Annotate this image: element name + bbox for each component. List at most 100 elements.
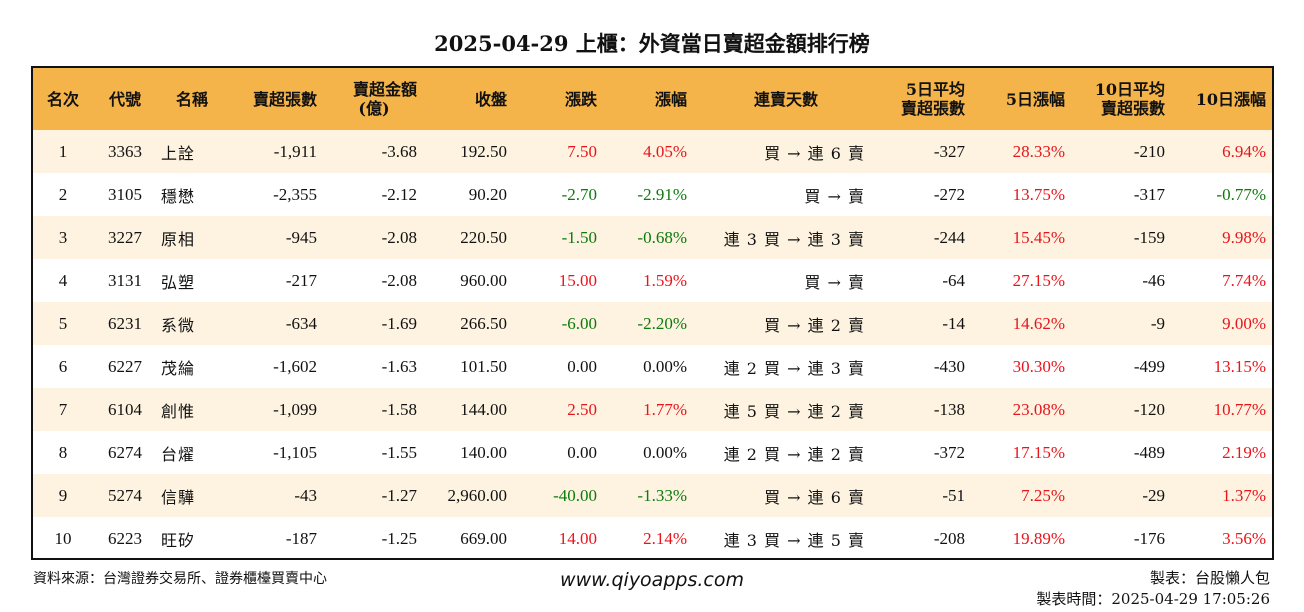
cell-avg5: -272 [933,184,965,204]
cell-sell-shares: -187 [285,528,317,548]
column-header-pct: 漲幅 [607,68,697,130]
cell-change: 0.00 [567,442,597,462]
cell-close: 266.50 [460,313,507,333]
column-header-line1: 漲幅 [654,89,687,109]
cell-sell-shares: -1,105 [273,442,317,462]
cell-sell-amount: -1.58 [381,399,417,419]
cell-code: 3227 [108,227,142,247]
made-time-label: 製表時間：2025-04-29 17:05:26 [1036,590,1270,608]
cell-rank: 8 [58,442,68,462]
cell-change: -40.00 [553,485,597,505]
cell-pct: -0.68% [637,227,687,247]
cell-close: 960.00 [460,270,507,290]
cell-code: 3131 [108,270,142,290]
cell-close: 101.50 [460,356,507,376]
column-header-line1: 名次 [46,89,79,109]
cell-pct10: 7.74% [1222,270,1266,290]
cell-close: 220.50 [460,227,507,247]
cell-sell-amount: -2.08 [381,270,417,290]
cell-change: 2.50 [567,399,597,419]
cell-pct: -1.33% [637,485,687,505]
cell-close: 2,960.00 [447,485,508,505]
page-title: 2025-04-29 上櫃：外資當日賣超金額排行榜 [434,31,870,56]
cell-name: 茂綸 [161,358,196,378]
table-row: 2 3105 穩懋 -2,355 -2.12 90.20 -2.70 -2.91% 買 → 賣 -… [33,173,1272,216]
cell-rank: 1 [58,141,68,161]
cell-pct10: 6.94% [1222,141,1266,161]
cell-pct: 2.14% [643,528,687,548]
cell-pct10: 9.98% [1222,227,1266,247]
cell-change: 0.00 [567,356,597,376]
column-header-line1: 5日漲幅 [1005,89,1065,109]
table-row: 5 6231 系微 -634 -1.69 266.50 -6.00 -2.20% 買 → 連 2… [33,302,1272,345]
cell-sell-amount: -1.69 [381,313,417,333]
cell-pct5: 23.08% [1012,399,1065,419]
cell-name: 信驊 [161,487,196,507]
cell-sell-shares: -1,099 [273,399,317,419]
cell-sell-shares: -1,602 [273,356,317,376]
cell-pct10: -0.77% [1216,184,1266,204]
cell-pct10: 13.15% [1213,356,1266,376]
cell-streak: 連 2 買 → 連 2 賣 [723,444,865,464]
cell-pct: 0.00% [643,356,687,376]
cell-streak: 買 → 連 2 賣 [764,315,865,335]
cell-rank: 2 [58,184,68,204]
table-row: 8 6274 台燿 -1,105 -1.55 140.00 0.00 0.00% 連 2 買 →… [33,431,1272,474]
cell-name: 穩懋 [161,186,196,206]
cell-change: -6.00 [561,313,597,333]
cell-pct5: 14.62% [1012,313,1065,333]
cell-avg10: -317 [1133,184,1165,204]
cell-pct: 1.77% [643,399,687,419]
cell-avg5: -64 [942,270,965,290]
cell-pct10: 1.37% [1222,485,1266,505]
cell-name: 上詮 [161,143,196,163]
cell-pct10: 10.77% [1213,399,1266,419]
table-row: 4 3131 弘塑 -217 -2.08 960.00 15.00 1.59% 買 → 賣 -64… [33,259,1272,302]
cell-streak: 連 2 買 → 連 3 賣 [723,358,865,378]
cell-avg10: -176 [1133,528,1165,548]
column-header-avg10: 10日平均 賣超張數 [1075,68,1175,130]
website-link[interactable]: www.qiyoapps.com [560,569,744,591]
cell-code: 3105 [108,184,142,204]
cell-streak: 連 3 買 → 連 3 賣 [723,229,865,249]
cell-change: -1.50 [561,227,597,247]
cell-code: 6231 [108,313,142,333]
cell-code: 6227 [108,356,142,376]
cell-pct5: 13.75% [1012,184,1065,204]
column-header-line1: 漲跌 [564,89,597,109]
column-header-sell-amount: 賣超金額 (億) [327,68,427,130]
cell-pct5: 30.30% [1012,356,1065,376]
cell-streak: 買 → 賣 [804,186,865,206]
column-header-line2: (億) [358,99,390,118]
cell-streak: 買 → 連 6 賣 [764,487,865,507]
cell-avg10: -9 [1150,313,1165,333]
table-row: 7 6104 創惟 -1,099 -1.58 144.00 2.50 1.77% 連 5 買 →… [33,388,1272,431]
cell-name: 弘塑 [161,272,196,292]
cell-pct: 4.05% [643,141,687,161]
cell-pct5: 17.15% [1012,442,1065,462]
cell-pct5: 19.89% [1012,528,1065,548]
cell-avg10: -489 [1133,442,1165,462]
table-row: 6 6227 茂綸 -1,602 -1.63 101.50 0.00 0.00% 連 2 買 →… [33,345,1272,388]
column-header-line1: 連賣天數 [753,89,818,109]
cell-avg5: -327 [933,141,965,161]
cell-name: 旺矽 [161,530,196,550]
cell-sell-amount: -1.63 [381,356,417,376]
cell-sell-amount: -2.12 [381,184,417,204]
column-header-line1: 10日漲幅 [1195,89,1266,109]
cell-sell-amount: -2.08 [381,227,417,247]
cell-avg5: -14 [942,313,965,333]
cell-streak: 買 → 連 6 賣 [764,143,865,163]
cell-change: 15.00 [558,270,597,290]
column-header-line1: 10日平均 [1094,80,1165,99]
cell-sell-shares: -1,911 [273,141,317,161]
cell-rank: 10 [54,528,72,548]
cell-code: 6274 [108,442,142,462]
cell-streak: 買 → 賣 [804,272,865,292]
column-header-pct10: 10日漲幅 [1175,68,1272,130]
cell-avg5: -244 [933,227,965,247]
cell-pct10: 3.56% [1222,528,1266,548]
cell-close: 192.50 [460,141,507,161]
cell-close: 140.00 [460,442,507,462]
table-header: 名次 代號 名稱 賣超張數 賣超金額 (億) 收盤 漲跌 漲幅 連賣天數 5日平均 賣超張數 5日漲幅 1… [33,68,1272,130]
